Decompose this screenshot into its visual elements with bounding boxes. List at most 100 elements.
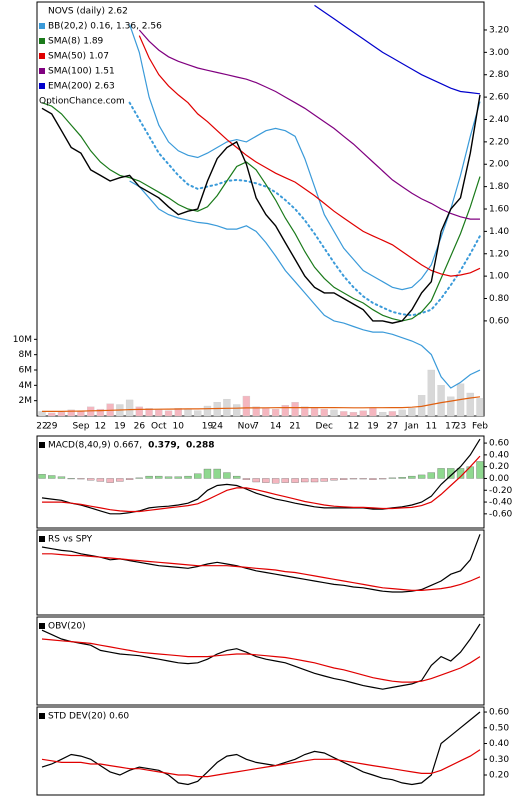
volume-bar: [96, 408, 105, 417]
y-tick-label: 0.40: [489, 739, 509, 749]
y-tick-label: 0.20: [489, 462, 509, 472]
y-tick-label: 0.20: [489, 771, 509, 781]
y-tick-label: 1.60: [489, 205, 509, 215]
volume-bar: [242, 395, 251, 417]
volume-bar: [301, 406, 309, 417]
volume-bar: [271, 408, 280, 417]
histogram-bar: [38, 474, 46, 479]
histogram-bar: [96, 478, 105, 482]
volume-bar: [340, 411, 348, 417]
y-tick-label: 0.60: [489, 439, 509, 449]
volume-bar: [379, 412, 387, 417]
band-lower: [129, 180, 481, 389]
x-tick-label: 19: [114, 422, 126, 432]
histogram-bar: [194, 473, 202, 479]
histogram-bar: [184, 475, 192, 479]
volume-bar: [476, 398, 484, 417]
y-tick-label: 0.60: [489, 708, 509, 718]
x-tick-label: Jan: [404, 422, 419, 432]
x-tick-label: Oct: [151, 422, 167, 432]
volume-bar: [447, 396, 455, 417]
indicator-line: [41, 711, 481, 786]
volume-bar: [388, 411, 397, 417]
panel-frame: [36, 1, 485, 417]
histogram-bar: [116, 478, 124, 482]
volume-bar: [223, 398, 231, 417]
y-tick-label: 2.00: [489, 160, 509, 170]
histogram-bar: [233, 475, 241, 479]
histogram-bar: [252, 478, 260, 483]
histogram-bar: [281, 478, 289, 483]
volume-bar: [38, 411, 46, 417]
y-tick-label: 0.80: [489, 294, 509, 304]
volume-bar: [310, 408, 319, 417]
y-tick-label: 0.30: [489, 755, 509, 765]
volume-bar: [262, 408, 270, 417]
legend-swatch: [39, 53, 45, 59]
indicator-line: [41, 749, 481, 778]
volume-bar: [174, 408, 182, 417]
x-tick-label: 19: [367, 422, 379, 432]
y-tick-label: -0.20: [489, 486, 513, 496]
x-tick-label: Sep: [72, 422, 89, 432]
y2-tick-label: 8M: [19, 350, 33, 360]
histogram-bar: [203, 468, 212, 479]
band-upper: [129, 24, 481, 291]
volume-bar: [349, 412, 358, 417]
panel-frame: [36, 616, 485, 706]
volume-bar: [203, 405, 212, 417]
x-tick-label: 12: [95, 422, 106, 432]
volume-bar: [194, 410, 202, 417]
x-tick-label: 7: [253, 422, 259, 432]
legend-label: SMA(100) 1.51: [48, 67, 115, 77]
legend-swatch: [39, 38, 45, 44]
annotation: OptionChance.com: [39, 97, 125, 107]
y-tick-label: 1.40: [489, 227, 509, 237]
histogram-bar: [388, 477, 397, 479]
legend-swatch: [39, 83, 45, 89]
histogram-bar: [417, 474, 426, 479]
volume-bar: [57, 412, 66, 417]
volume-bar: [369, 407, 377, 417]
y2-tick-label: 6M: [19, 366, 33, 376]
histogram-bar: [369, 478, 377, 480]
indicator-line: [314, 4, 481, 95]
y2-tick-label: 4M: [19, 381, 33, 391]
histogram-bar: [291, 478, 299, 483]
y2-tick-label: 2M: [19, 396, 33, 406]
indicator-line: [42, 553, 481, 591]
volume-bar: [437, 385, 445, 417]
volume-bar: [184, 408, 192, 417]
volume-bar: [155, 409, 163, 417]
y-tick-label: -0.60: [489, 509, 513, 519]
indicator-line: [41, 102, 481, 322]
histogram-bar: [242, 478, 251, 480]
volume-bar: [466, 392, 474, 417]
y-tick-label: 1.20: [489, 249, 509, 259]
volume-bar: [164, 410, 173, 417]
x-tick-label: Dec: [316, 422, 333, 432]
histogram-bar: [398, 477, 406, 479]
volume-bar: [67, 409, 75, 417]
histogram-bar: [301, 478, 309, 483]
volume-average: [42, 396, 481, 412]
histogram-bar: [67, 478, 75, 480]
x-tick-label: 17: [445, 422, 456, 432]
legend-label: SMA(50) 1.07: [48, 52, 109, 62]
x-tick-label: Nov: [238, 422, 256, 432]
volume-bar: [320, 408, 328, 417]
x-tick-label: 19: [202, 422, 214, 432]
histogram-bar: [349, 478, 358, 480]
histogram-bar: [164, 476, 173, 479]
volume-bar: [408, 408, 416, 417]
x-tick-label: 22: [36, 422, 47, 432]
y-tick-label: 3.20: [489, 25, 509, 35]
indicator-line: [138, 29, 480, 220]
histogram-bar: [427, 472, 435, 479]
volume-bar: [427, 369, 435, 417]
volume-bar: [233, 404, 241, 417]
histogram-bar: [447, 468, 455, 479]
volume-bar: [398, 409, 406, 417]
histogram-bar: [48, 475, 56, 479]
